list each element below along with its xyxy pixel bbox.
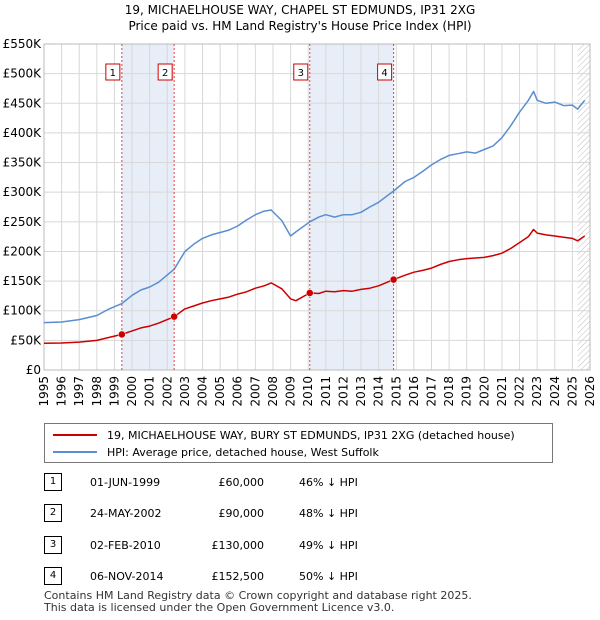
sale-marker-label-1: 1 [110,68,116,79]
sale-number: 3 [44,536,62,554]
sale-point-2 [170,312,178,321]
sale-date: 06-NOV-2014 [90,570,164,583]
x-tick-label: 1998 [90,376,104,407]
x-tick-label: 2012 [336,376,350,407]
legend-swatch-blue [53,451,97,453]
x-tick-label: 2018 [442,376,456,407]
chart-title-line2: Price paid vs. HM Land Registry's House … [128,19,472,33]
y-tick-label: £400K [3,126,43,140]
sale-hpi-diff: 48% ↓ HPI [299,507,358,520]
legend-item-red: 19, MICHAELHOUSE WAY, BURY ST EDMUNDS, I… [53,427,515,443]
x-tick-label: 2024 [548,376,562,407]
plot-border [43,43,591,371]
x-tick-label: 1997 [72,376,86,407]
x-tick-label: 2016 [407,376,421,407]
sale-row-4: 4 06-NOV-2014 £152,500 50% ↓ HPI [44,567,464,587]
x-tick-label: 2001 [143,376,157,407]
x-tick-label: 2002 [160,376,174,407]
sale-hpi-diff: 50% ↓ HPI [299,570,358,583]
x-tick-label: 2007 [248,376,262,407]
sale-price: £130,000 [211,539,265,552]
sale-date: 01-JUN-1999 [90,476,161,489]
sale-point-4 [389,275,398,284]
series-line-property [43,228,586,345]
sale-number: 1 [44,473,62,491]
sale-date: 24-MAY-2002 [90,507,162,520]
x-tick-label: 2005 [213,376,227,407]
y-tick-label: £450K [3,96,43,110]
shaded-period-1 [121,44,175,370]
x-tick-label: 2009 [284,376,298,407]
x-tick-label: 2025 [565,376,579,407]
x-tick-label: 2011 [319,376,333,407]
x-tick-label: 2014 [372,376,386,407]
shaded-period-2 [309,44,394,370]
legend-swatch-red [53,434,97,436]
x-tick-label: 2003 [178,376,192,407]
sale-hpi-diff: 46% ↓ HPI [299,476,358,489]
footer-line-1: Contains HM Land Registry data © Crown c… [44,589,472,602]
footer-attribution: Contains HM Land Registry data © Crown c… [44,590,472,614]
x-tick-label: 2020 [477,376,491,407]
sale-marker-box-4 [377,63,393,81]
legend-item-blue: HPI: Average price, detached house, West… [53,444,379,460]
y-tick-label: £550K [3,37,43,51]
x-tick-label: 2010 [301,376,315,407]
sale-number: 2 [44,504,62,522]
x-tick-label: 1996 [55,376,69,407]
legend-label-blue: HPI: Average price, detached house, West… [107,445,379,459]
sale-point-1 [118,330,126,339]
sale-marker-box-2 [157,63,173,81]
y-tick-label: £500K [3,67,43,81]
sale-price: £152,500 [211,570,265,583]
series-line-hpi [43,90,586,324]
x-tick-label: 2019 [460,376,474,407]
y-tick-label: £250K [3,215,43,229]
sale-marker-box-3 [293,63,309,81]
y-tick-label: £50K [10,333,42,347]
y-tick-label: £300K [3,185,43,199]
y-tick-label: £150K [3,274,43,288]
x-tick-label: 2006 [231,376,245,407]
sale-date: 02-FEB-2010 [90,539,161,552]
x-tick-label: 1999 [107,376,121,407]
sale-hpi-diff: 49% ↓ HPI [299,539,358,552]
sale-point-3 [306,289,314,297]
y-tick-label: £200K [3,244,43,258]
sale-price: £90,000 [218,507,265,520]
x-tick-label: 2013 [354,376,368,407]
chart-legend: 19, MICHAELHOUSE WAY, BURY ST EDMUNDS, I… [44,423,553,463]
footer-line-2: This data is licensed under the Open Gov… [44,601,395,614]
y-tick-label: £0 [26,363,41,377]
y-tick-label: £100K [3,304,43,318]
x-tick-label: 2021 [495,376,509,407]
x-tick-label: 2015 [389,376,403,407]
chart-title-line1: 19, MICHAELHOUSE WAY, CHAPEL ST EDMUNDS,… [124,3,476,17]
sale-marker-label-2: 2 [162,68,168,79]
x-tick-label: 1995 [37,376,51,407]
chart-title: 19, MICHAELHOUSE WAY, CHAPEL ST EDMUNDS,… [0,2,600,34]
sale-price: £60,000 [218,476,265,489]
price-chart: £0 £50K £100K £150K £200K £250K £300K £350K £400… [3,37,597,407]
x-tick-label: 2008 [266,376,280,407]
sale-row-3: 3 02-FEB-2010 £130,000 49% ↓ HPI [44,536,464,556]
x-tick-label: 2017 [424,376,438,407]
x-tick-label: 2000 [125,376,139,407]
legend-label-red: 19, MICHAELHOUSE WAY, BURY ST EDMUNDS, I… [107,428,515,442]
sale-marker-box-1 [105,63,121,81]
sale-row-2: 2 24-MAY-2002 £90,000 48% ↓ HPI [44,504,464,524]
sale-marker-label-3: 3 [298,68,304,79]
sale-number: 4 [44,567,62,585]
x-tick-label: 2004 [196,376,210,407]
forecast-hatch [577,44,590,370]
x-tick-label: 2023 [530,376,544,407]
sale-marker-label-4: 4 [381,68,387,79]
x-tick-label: 2026 [583,376,597,407]
x-tick-label: 2022 [513,376,527,407]
sale-row-1: 1 01-JUN-1999 £60,000 46% ↓ HPI [44,473,464,493]
y-tick-label: £350K [3,156,43,170]
